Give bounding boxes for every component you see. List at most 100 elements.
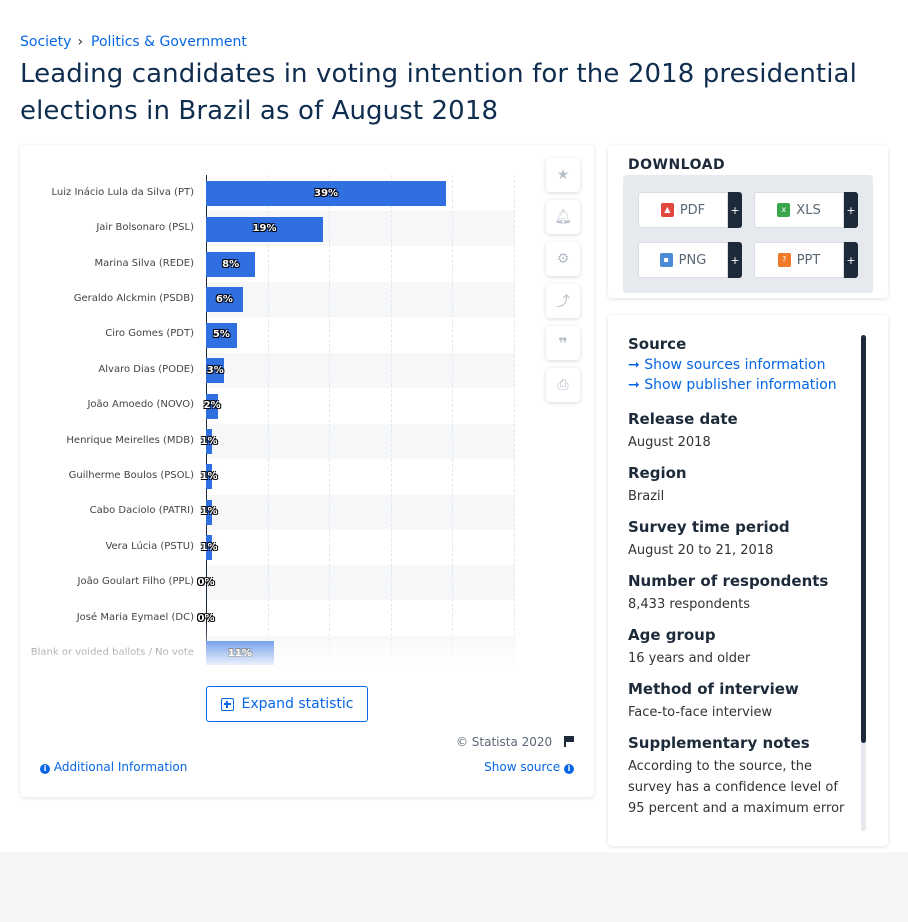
download-png-button[interactable]: ▪ PNG + <box>638 242 742 278</box>
breadcrumb-politics[interactable]: Politics & Government <box>91 34 247 50</box>
bell-icon: 🔔︎ <box>554 209 572 225</box>
bar[interactable] <box>206 252 256 277</box>
category-label: João Amoedo (NOVO) <box>87 399 194 411</box>
bar-value-label: 5% <box>212 329 230 341</box>
additional-information-link[interactable]: i Additional Information <box>40 760 187 774</box>
category-label: Guilherme Boulos (PSOL) <box>68 469 194 481</box>
bar-value-label: 1% <box>200 541 218 553</box>
download-ppt-plus[interactable]: + <box>844 242 858 278</box>
info-icon: i <box>564 764 574 774</box>
row-band <box>206 494 514 530</box>
release-date-heading: Release date <box>628 410 738 428</box>
statistic-details-card: Source ➞ Show sources information ➞ Show… <box>608 315 888 846</box>
source-heading: Source <box>628 335 687 353</box>
survey-period-value: August 20 to 21, 2018 <box>628 543 774 558</box>
category-label: Geraldo Alckmin (PSDB) <box>73 292 194 304</box>
download-pdf-main[interactable]: ▲ PDF <box>638 192 728 228</box>
pdf-file-icon: ▲ <box>660 203 674 217</box>
download-png-main[interactable]: ▪ PNG <box>638 242 728 278</box>
share-button[interactable]: ⤴ <box>546 284 580 318</box>
download-pdf-plus[interactable]: + <box>728 192 742 228</box>
show-sources-link[interactable]: ➞ Show sources information <box>628 357 853 373</box>
bar[interactable] <box>206 499 213 525</box>
bar[interactable] <box>206 322 237 348</box>
region-heading: Region <box>628 464 687 482</box>
xls-file-icon: x <box>777 203 791 217</box>
download-png-label: PNG <box>678 252 707 268</box>
share-icon: ⤴ <box>556 294 570 310</box>
age-group-heading: Age group <box>628 626 716 644</box>
bar[interactable] <box>206 393 219 419</box>
bar-value-label: 2% <box>203 400 221 412</box>
bar[interactable] <box>206 216 324 242</box>
favorite-star-button[interactable]: ★ <box>546 158 580 192</box>
download-xls-main[interactable]: x XLS <box>754 192 844 228</box>
expand-statistic-label: Expand statistic <box>241 696 354 712</box>
bar[interactable] <box>206 464 213 490</box>
breadcrumb-society[interactable]: Society <box>20 34 72 50</box>
bar-value-label: 1% <box>200 435 218 447</box>
show-sources-label: Show sources information <box>644 357 826 373</box>
bar-value-label: 8% <box>222 258 240 270</box>
gridline <box>452 175 454 665</box>
chart-card: Luiz Inácio Lula da Silva (PT) 39% Jair Bo… <box>20 145 594 797</box>
gridline <box>390 175 392 665</box>
category-label: Ciro Gomes (PDT) <box>105 328 194 340</box>
download-ppt-main[interactable]: ? PPT <box>754 242 844 278</box>
bar[interactable] <box>206 287 243 313</box>
category-label: Marina Silva (REDE) <box>94 257 194 269</box>
bar-value-label: 1% <box>200 470 218 482</box>
expand-statistic-button[interactable]: Expand statistic <box>206 686 368 722</box>
star-icon: ★ <box>556 167 570 183</box>
download-pdf-button[interactable]: ▲ PDF + <box>638 192 742 228</box>
supplementary-notes-heading: Supplementary notes <box>628 734 810 752</box>
notification-button[interactable]: 🔔︎ <box>546 200 580 234</box>
info-icon: i <box>40 764 50 774</box>
printer-icon: ⎙ <box>557 377 569 393</box>
details-scrollbar-thumb[interactable] <box>861 335 866 743</box>
flag-icon[interactable] <box>564 736 574 747</box>
show-publisher-link[interactable]: ➞ Show publisher information <box>628 377 853 393</box>
bar-value-label: 19% <box>252 223 277 235</box>
bar-value-label: 1% <box>200 506 218 518</box>
bar[interactable] <box>206 535 213 561</box>
print-button[interactable]: ⎙ <box>546 368 580 402</box>
chart-fade-overlay <box>20 625 594 665</box>
settings-button[interactable]: ⚙ <box>546 242 580 276</box>
download-ppt-button[interactable]: ? PPT + <box>754 242 858 278</box>
respondents-value: 8,433 respondents <box>628 597 750 612</box>
gridline <box>514 175 515 665</box>
ppt-file-icon: ? <box>777 253 791 267</box>
gridline <box>206 175 207 665</box>
additional-information-label: Additional Information <box>53 760 188 774</box>
bar[interactable] <box>206 429 213 454</box>
region-value: Brazil <box>628 489 665 504</box>
png-file-icon: ▪ <box>659 253 673 267</box>
category-label: João Goulart Filho (PPL) <box>77 576 194 588</box>
gridline <box>329 175 331 665</box>
breadcrumb: Society › Politics & Government <box>20 34 251 50</box>
bar-value-label: 3% <box>206 364 224 376</box>
show-source-link[interactable]: Show source i <box>484 760 574 774</box>
download-title: DOWNLOAD <box>628 157 726 173</box>
bar[interactable] <box>206 358 225 384</box>
category-label: Alvaro Dias (PODE) <box>98 363 194 375</box>
respondents-heading: Number of respondents <box>628 572 829 590</box>
download-xls-plus[interactable]: + <box>844 192 858 228</box>
statistic-details: Source ➞ Show sources information ➞ Show… <box>628 335 853 819</box>
gridline <box>267 175 269 665</box>
download-png-plus[interactable]: + <box>728 242 742 278</box>
gear-icon: ⚙ <box>556 251 570 267</box>
interview-method-value: Face-to-face interview <box>628 705 773 720</box>
row-band <box>206 353 514 388</box>
download-xls-button[interactable]: x XLS + <box>754 192 858 228</box>
cite-button[interactable]: ❞ <box>546 326 580 360</box>
supplementary-notes-value: According to the source, the survey has … <box>628 759 845 816</box>
category-label: Jair Bolsonaro (PSL) <box>96 222 194 234</box>
interview-method-heading: Method of interview <box>628 680 799 698</box>
plus-square-icon <box>220 697 234 711</box>
download-xls-label: XLS <box>796 202 821 218</box>
bar[interactable] <box>206 181 447 207</box>
page-title: Leading candidates in voting intention f… <box>20 59 857 126</box>
row-band <box>206 282 514 318</box>
